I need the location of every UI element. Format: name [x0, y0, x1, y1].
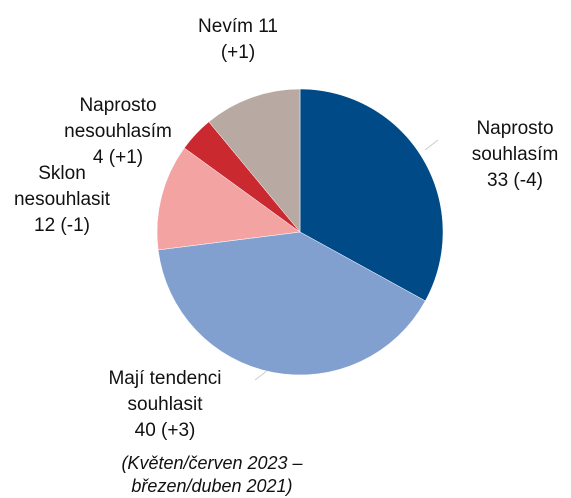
slice-label: Naprosto nesouhlasím 4 (+1) [58, 93, 178, 171]
slice-label: Naprosto souhlasím 33 (-4) [460, 116, 570, 194]
leader-line [254, 369, 269, 381]
change-label: (+1) [108, 147, 144, 168]
leader-lines [254, 139, 439, 381]
change-label: (-4) [513, 170, 543, 191]
slice-label: Mají tendenci souhlasit 40 (+3) [95, 366, 235, 444]
value-label: 12 [34, 215, 56, 236]
leader-line [424, 139, 439, 151]
category-name: Naprosto nesouhlasím [64, 95, 172, 142]
pie-slice [299, 88, 444, 302]
note: (Květen/červen 2023 – březen/duben 2021) [121, 453, 303, 496]
category-name: Nevím [198, 16, 253, 37]
value-label: 11 [258, 16, 278, 37]
slice-label: Sklon nesouhlasit 12 (-1) [7, 161, 117, 239]
pie-slice [156, 147, 301, 251]
value-label: 4 [92, 147, 104, 168]
change-label: (+1) [220, 42, 256, 63]
pie-slice [208, 88, 301, 233]
category-name: Mají tendenci souhlasit [108, 368, 222, 415]
change-label: (+3) [161, 420, 196, 441]
change-label: (-1) [60, 215, 90, 236]
category-name: Sklon nesouhlasit [13, 163, 111, 210]
pie-slice [157, 231, 426, 376]
value-label: 33 [487, 170, 509, 191]
slice-label: Nevím 11 (+1) [178, 14, 298, 66]
value-label: 40 [134, 420, 156, 441]
category-name: Naprosto souhlasím [471, 118, 559, 165]
